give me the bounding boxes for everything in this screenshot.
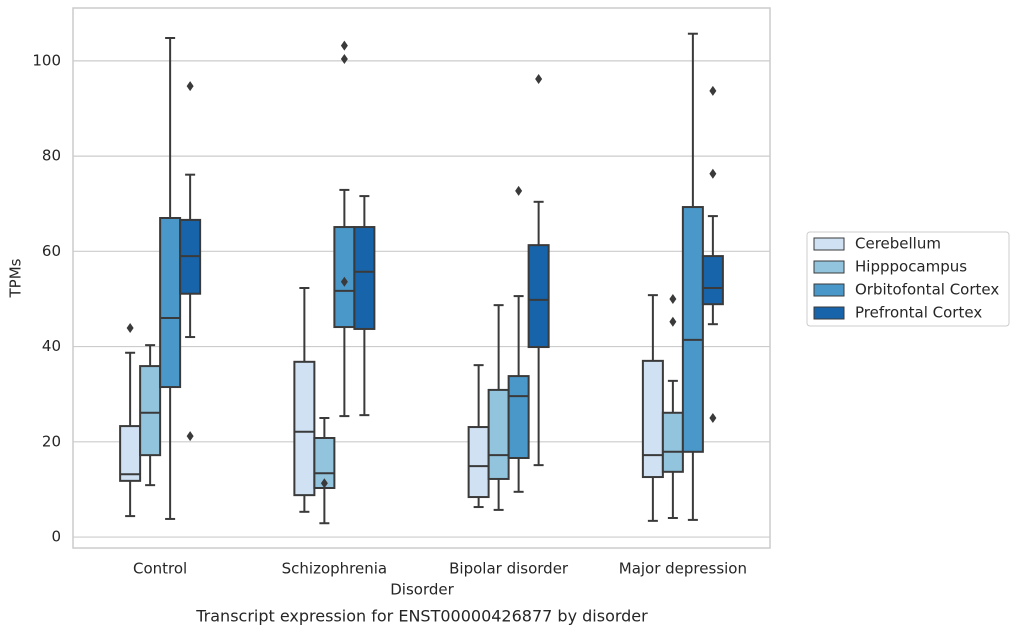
- box: [353, 226, 376, 330]
- box: [487, 388, 510, 480]
- box: [641, 359, 664, 479]
- chart-title: Transcript expression for ENST0000042687…: [195, 607, 648, 626]
- outlier: [669, 316, 677, 327]
- x-tick-label: Bipolar disorder: [449, 560, 569, 578]
- outlier: [126, 323, 134, 333]
- legend-swatch: [813, 260, 845, 274]
- outlier: [709, 168, 717, 179]
- x-axis-label: Disorder: [390, 581, 454, 599]
- outlier: [186, 81, 194, 92]
- legend-label: Orbitofontal Cortex: [855, 281, 999, 299]
- legend-label: Cerebellum: [855, 235, 941, 253]
- y-axis-label: TPMs: [7, 258, 25, 298]
- outlier: [340, 276, 348, 287]
- outlier: [320, 478, 328, 489]
- legend-frame: [806, 231, 1010, 327]
- outlier: [669, 293, 677, 304]
- x-tick-label: Control: [133, 560, 187, 578]
- y-tick-label: 80: [42, 147, 61, 165]
- x-tick-label: Major depression: [619, 560, 747, 578]
- box: [527, 244, 550, 349]
- y-tick-label: 100: [32, 51, 61, 69]
- x-tick-label: Schizophrenia: [282, 560, 387, 578]
- box: [119, 425, 142, 482]
- y-tick-label: 40: [42, 337, 61, 355]
- y-tick-label: 0: [51, 528, 61, 546]
- legend-swatch: [813, 306, 845, 320]
- outlier: [535, 73, 543, 84]
- box: [661, 411, 684, 473]
- outlier: [515, 185, 523, 196]
- plot-frame: [72, 7, 771, 549]
- box: [507, 375, 530, 460]
- legend-label: Prefrontal Cortex: [855, 304, 982, 322]
- outlier: [186, 431, 194, 442]
- y-tick-label: 20: [42, 432, 61, 450]
- box: [159, 217, 182, 389]
- box: [293, 360, 316, 497]
- y-tick-label: 60: [42, 242, 61, 260]
- outlier: [340, 53, 348, 64]
- box: [681, 206, 704, 453]
- legend-swatch: [813, 283, 845, 297]
- box: [139, 365, 162, 457]
- legend-label: Hipppocampus: [855, 258, 967, 276]
- outlier: [709, 85, 717, 96]
- outlier: [709, 413, 717, 423]
- outlier: [340, 40, 348, 51]
- box: [467, 426, 490, 499]
- legend-swatch: [813, 237, 845, 251]
- box: [701, 255, 724, 306]
